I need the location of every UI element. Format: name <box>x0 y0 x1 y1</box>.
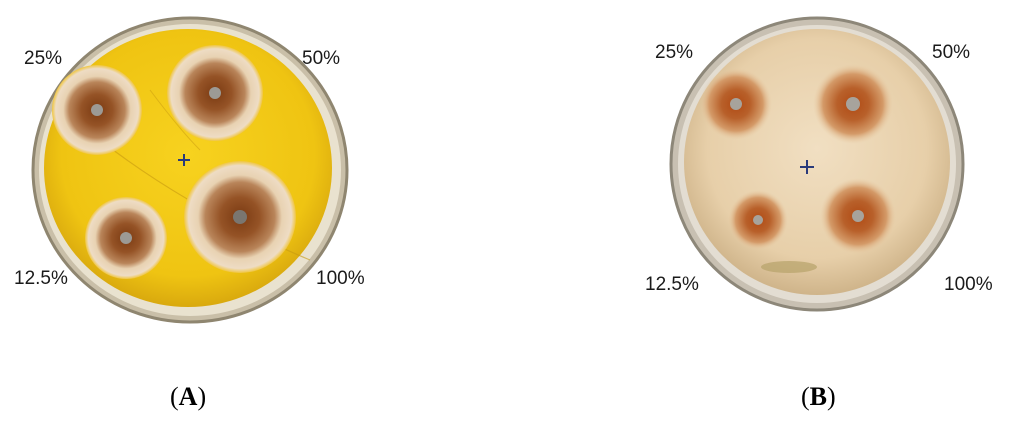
zone-50-b <box>813 64 893 144</box>
label-bottom-right-b: 100% <box>944 274 993 295</box>
agar-surface <box>684 29 950 295</box>
caption-b: (B) <box>801 382 836 411</box>
label-bottom-right-a: 100% <box>316 268 365 289</box>
zone-12-5-b <box>728 190 788 250</box>
zone-100-b <box>820 178 896 254</box>
label-top-right-b: 50% <box>932 42 971 63</box>
center-cross-marker-a <box>178 154 190 166</box>
petri-dish-b <box>669 16 965 312</box>
petri-dish-a <box>31 16 349 324</box>
label-top-left-b: 25% <box>655 42 694 63</box>
label-bottom-left-a: 12.5% <box>14 268 68 289</box>
zone-25-b <box>700 68 772 140</box>
zone-12-5-a <box>85 197 167 279</box>
label-top-right-a: 50% <box>302 48 341 69</box>
label-bottom-left-b: 12.5% <box>645 274 699 295</box>
center-cross-marker-b <box>800 160 814 174</box>
label-top-left-a: 25% <box>24 48 63 69</box>
zone-100-a <box>184 161 296 273</box>
zone-50-a <box>167 45 263 141</box>
zone-25-a <box>52 65 142 155</box>
caption-a: (A) <box>170 382 207 411</box>
